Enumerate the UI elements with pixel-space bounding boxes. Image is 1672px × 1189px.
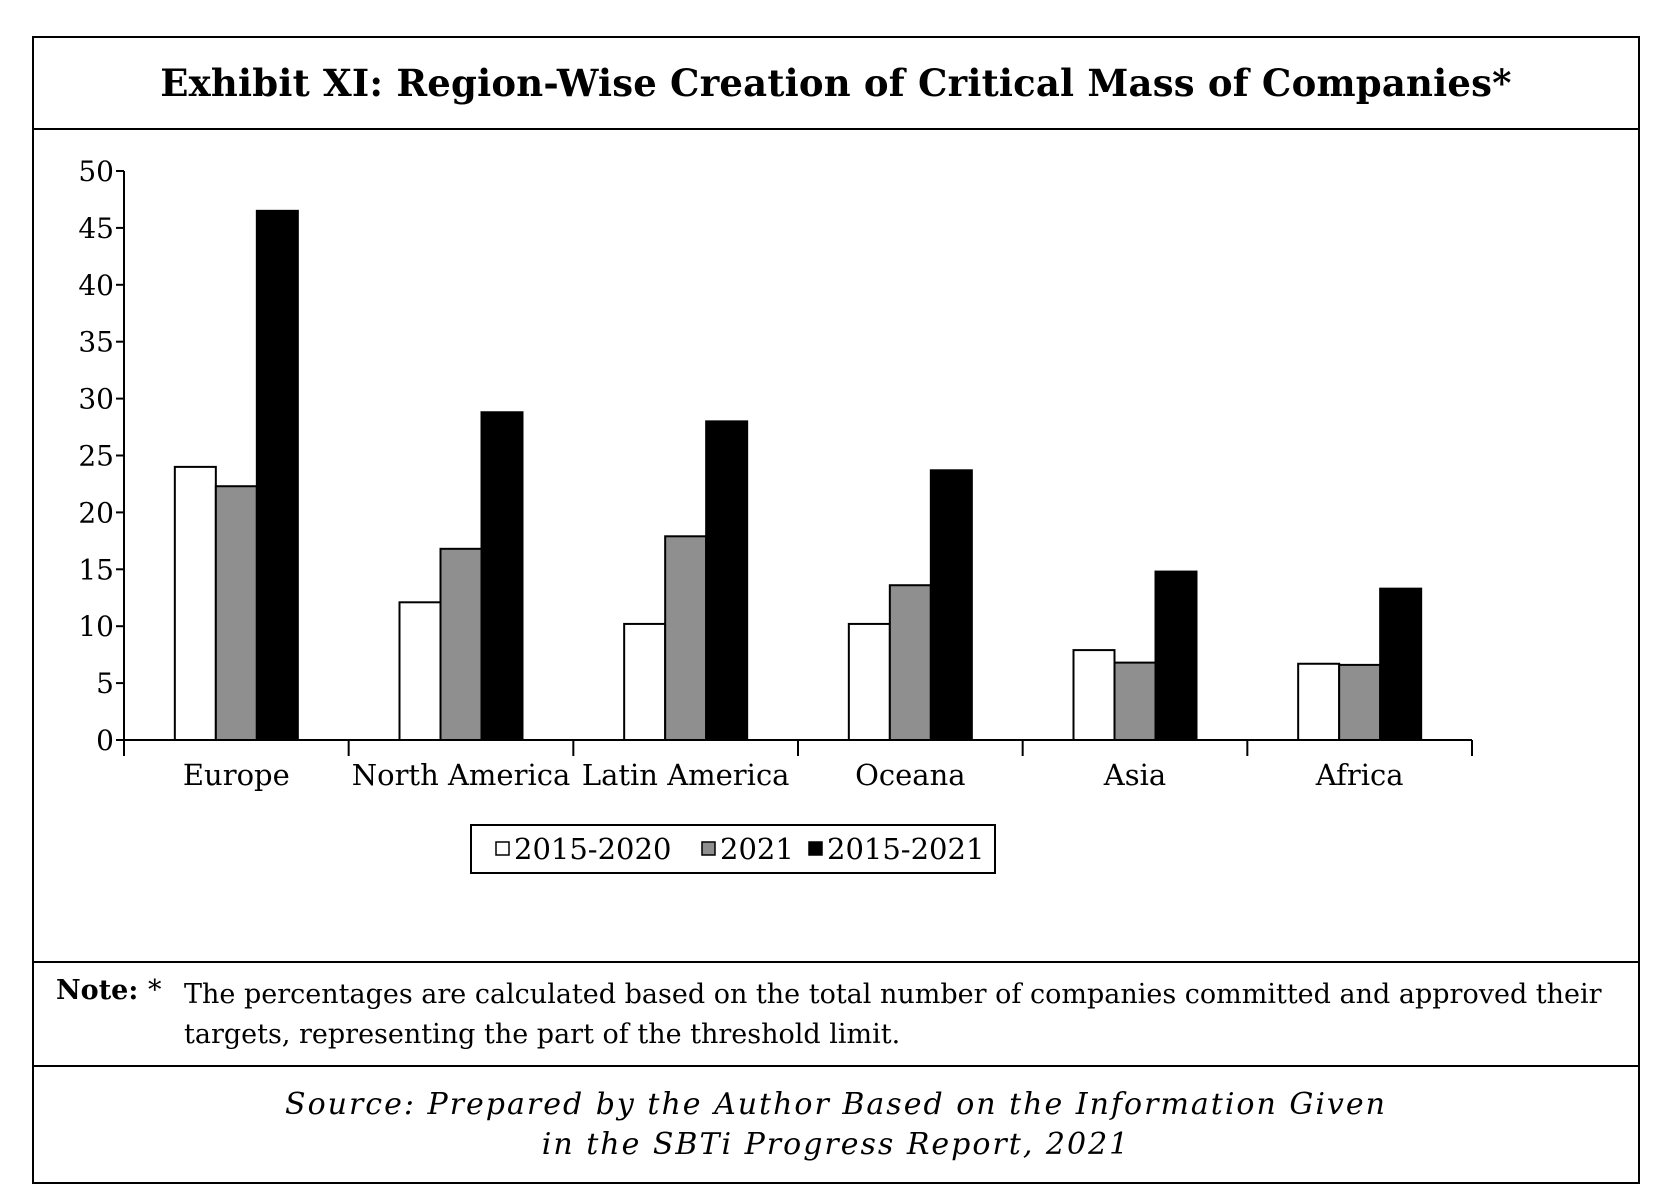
bar-2021	[1113, 661, 1157, 742]
y-tick-label: 0	[96, 724, 114, 757]
source-box: Source: Prepared by the Author Based on …	[34, 1067, 1638, 1182]
bar-2015-2021	[480, 411, 524, 741]
legend-label: 2015-2021	[827, 832, 984, 866]
y-tick-label: 15	[78, 553, 114, 586]
x-category-label: Africa	[1315, 758, 1404, 792]
exhibit-frame: Exhibit XI: Region-Wise Creation of Crit…	[32, 36, 1640, 1184]
bar-2015-2021	[929, 469, 973, 741]
note-text: The percentages are calculated based on …	[184, 979, 1602, 1050]
chart-area: 0 5 10 15 20 25 30 35 40 45 50 Europe North America L…	[34, 130, 1638, 963]
x-category-label: North America	[352, 758, 571, 792]
x-category-label: Latin America	[582, 758, 790, 792]
bar-2015-2021	[1379, 587, 1423, 741]
bar-2015-2020	[1297, 662, 1341, 742]
bar-2015-2020	[173, 465, 217, 741]
source-line-2: in the SBTi Progress Report, 2021	[541, 1126, 1131, 1162]
x-category-label: Asia	[1103, 758, 1166, 792]
legend-box	[470, 824, 996, 874]
bar-2015-2021	[255, 209, 299, 741]
y-tick-label: 20	[78, 496, 114, 529]
y-tick-label: 35	[78, 326, 114, 359]
y-tick-label: 45	[78, 212, 114, 245]
bar-2021	[1338, 663, 1382, 742]
legend-label: 2021	[720, 832, 794, 866]
title-box: Exhibit XI: Region-Wise Creation of Crit…	[34, 38, 1638, 130]
note-marker: *	[148, 975, 162, 1006]
bar-2021	[439, 547, 483, 742]
bar-2021	[214, 485, 258, 742]
note-box: Note: * The percentages are calculated b…	[34, 963, 1638, 1067]
legend-swatch	[701, 841, 716, 856]
bar-2015-2020	[398, 601, 442, 741]
legend-label: 2015-2020	[514, 832, 671, 866]
legend-swatch	[495, 841, 510, 856]
x-category-label: Oceana	[855, 758, 965, 792]
bar-2015-2020	[847, 622, 891, 742]
legend-swatch	[808, 841, 823, 856]
source-line-1: Source: Prepared by the Author Based on …	[285, 1086, 1387, 1122]
bar-2021	[664, 535, 708, 741]
y-tick-label: 10	[78, 610, 114, 643]
y-tick-label: 30	[78, 383, 114, 416]
x-category-label: Europe	[183, 758, 290, 792]
bar-2021	[888, 584, 932, 741]
chart-title: Exhibit XI: Region-Wise Creation of Crit…	[160, 61, 1512, 105]
y-tick-label: 40	[78, 269, 114, 302]
y-tick-label: 50	[78, 155, 114, 188]
bar-chart: 0 5 10 15 20 25 30 35 40 45 50 Europe North America L…	[78, 155, 1473, 874]
bar-2015-2021	[1154, 570, 1198, 741]
bar-2015-2020	[1072, 649, 1116, 742]
note-label: Note:	[56, 975, 139, 1006]
bar-2015-2020	[623, 622, 667, 742]
y-tick-label: 5	[96, 667, 114, 700]
bar-2015-2021	[705, 420, 749, 741]
y-tick-label: 25	[78, 440, 114, 473]
